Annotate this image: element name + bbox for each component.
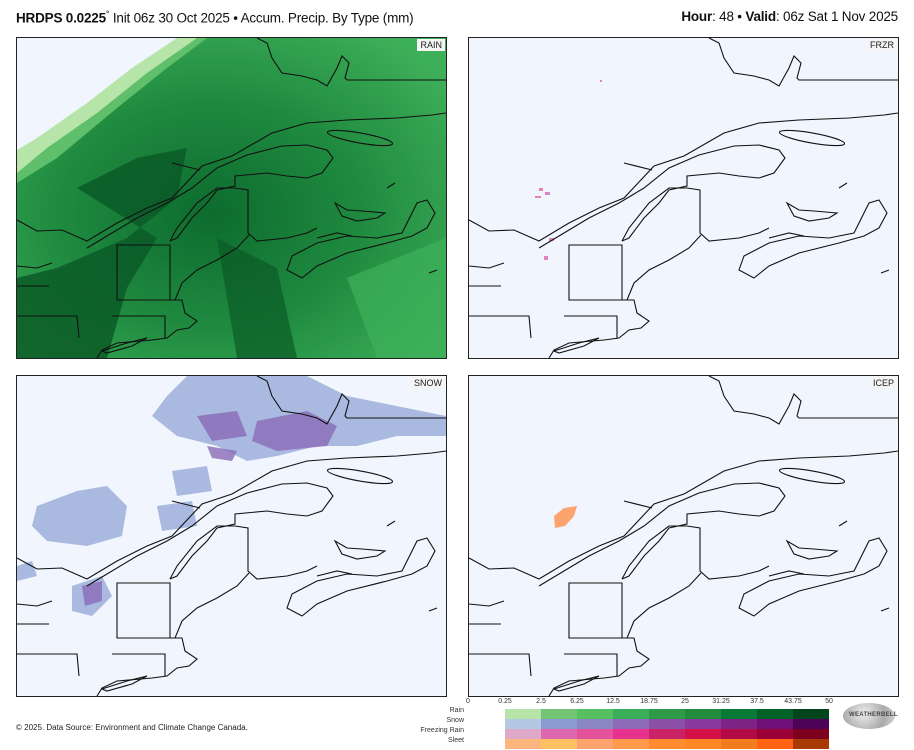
legend-tick: 12.5 bbox=[606, 698, 620, 705]
legend-swatch bbox=[577, 709, 613, 719]
legend-tick: 25 bbox=[681, 698, 689, 705]
rain-field bbox=[17, 38, 446, 358]
legend-swatch bbox=[649, 739, 685, 749]
valid-value: : 06z Sat 1 Nov 2025 bbox=[775, 9, 898, 24]
weatherbell-logo: WEATHERBELL bbox=[843, 703, 898, 729]
legend-tick: 37.5 bbox=[750, 698, 764, 705]
legend-row-label: Rain bbox=[449, 707, 464, 714]
init-info: Init 06z 30 Oct 2025 • Accum. Precip. By… bbox=[109, 10, 414, 26]
legend-swatch bbox=[541, 719, 577, 729]
panel-tag: SNOW bbox=[411, 377, 445, 389]
legend-swatch bbox=[541, 739, 577, 749]
hour-value: : 48 • bbox=[712, 9, 746, 24]
legend-swatch bbox=[793, 739, 829, 749]
legend-swatch bbox=[721, 709, 757, 719]
legend-swatch bbox=[577, 719, 613, 729]
legend-swatch bbox=[577, 729, 613, 739]
legend-tick: 0.25 bbox=[498, 698, 512, 705]
legend-swatch bbox=[721, 719, 757, 729]
legend-swatch bbox=[505, 729, 541, 739]
snow-panel: SNOW bbox=[16, 375, 447, 697]
legend-swatch bbox=[613, 729, 649, 739]
legend-swatch bbox=[757, 729, 793, 739]
model-name: HRDPS 0.0225 bbox=[16, 10, 106, 26]
legend-swatch bbox=[613, 719, 649, 729]
map-title: HRDPS 0.0225° Init 06z 30 Oct 2025 • Acc… bbox=[16, 9, 414, 26]
legend-swatch bbox=[505, 709, 541, 719]
rain-panel: RAIN bbox=[16, 37, 447, 359]
panel-tag: FRZR bbox=[867, 39, 897, 51]
data-source-credit: © 2025. Data Source: Environment and Cli… bbox=[16, 723, 248, 732]
legend-tick: 31.25 bbox=[712, 698, 730, 705]
legend-swatch bbox=[541, 729, 577, 739]
legend-swatch bbox=[757, 709, 793, 719]
legend-swatch bbox=[757, 739, 793, 749]
legend-swatch bbox=[757, 719, 793, 729]
legend-swatch bbox=[649, 709, 685, 719]
ice-pellets-field bbox=[554, 506, 577, 528]
valid-label: Valid bbox=[745, 9, 776, 24]
degree-mark: ° bbox=[105, 9, 110, 19]
legend-swatch bbox=[793, 709, 829, 719]
ice-pellets-panel: ICEP bbox=[468, 375, 899, 697]
legend-tick: 18.75 bbox=[640, 698, 658, 705]
freezing-rain-field bbox=[535, 80, 602, 260]
legend-tick: 43.75 bbox=[784, 698, 802, 705]
coastlines bbox=[469, 38, 898, 358]
legend-swatch bbox=[505, 739, 541, 749]
snow-field bbox=[17, 376, 446, 616]
legend-swatch bbox=[721, 729, 757, 739]
coastlines bbox=[469, 376, 898, 696]
legend-tick: 50 bbox=[825, 698, 833, 705]
legend-swatch bbox=[685, 719, 721, 729]
legend-swatch bbox=[721, 739, 757, 749]
panel-tag: RAIN bbox=[417, 39, 445, 51]
legend-row-label: Snow bbox=[446, 717, 464, 724]
legend-swatch bbox=[613, 709, 649, 719]
legend-tick: 6.25 bbox=[570, 698, 584, 705]
legend-swatch bbox=[649, 729, 685, 739]
legend-swatch bbox=[541, 709, 577, 719]
legend-tick: 2.5 bbox=[536, 698, 546, 705]
coastlines bbox=[17, 376, 446, 696]
coastlines bbox=[17, 38, 446, 358]
hour-label: Hour bbox=[681, 9, 713, 24]
freezing-rain-panel: FRZR bbox=[468, 37, 899, 359]
legend-tick: 0 bbox=[466, 698, 470, 705]
legend-swatch bbox=[505, 719, 541, 729]
panel-tag: ICEP bbox=[869, 377, 897, 389]
legend-swatch bbox=[685, 729, 721, 739]
legend-swatch bbox=[793, 729, 829, 739]
legend-swatch bbox=[685, 709, 721, 719]
legend-swatch bbox=[649, 719, 685, 729]
legend-swatch bbox=[685, 739, 721, 749]
legend-swatch bbox=[577, 739, 613, 749]
legend-swatch bbox=[793, 719, 829, 729]
legend-swatch bbox=[613, 739, 649, 749]
valid-time: Hour: 48 • Valid: 06z Sat 1 Nov 2025 bbox=[681, 9, 898, 24]
legend-row-label: Freezing Rain bbox=[420, 727, 464, 734]
legend-row-label: Sleet bbox=[448, 737, 464, 744]
